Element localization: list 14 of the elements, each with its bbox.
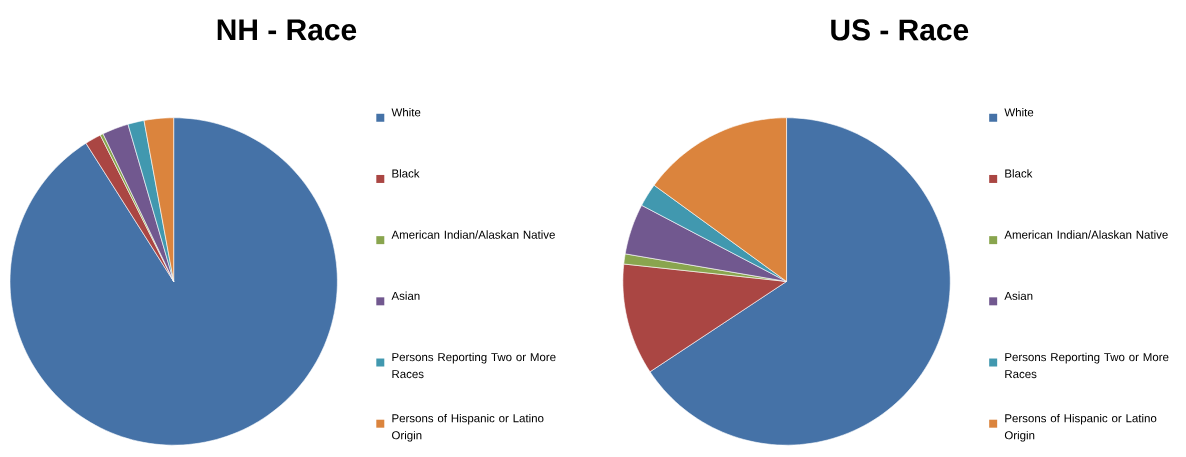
legend-label: Asian xyxy=(391,291,420,300)
legend-label: Persons of Hispanic or Latino Origin xyxy=(392,413,544,442)
legend-label: Asian xyxy=(1004,291,1033,300)
chart-title: NH - Race xyxy=(217,19,357,41)
legend-label: Black xyxy=(392,169,420,178)
legend-label: Black xyxy=(1005,169,1033,178)
legend-label: Persons Reporting Two or More Races xyxy=(1005,352,1169,379)
chart-title: US - Race xyxy=(831,19,969,41)
legend-label: White xyxy=(391,107,421,117)
legend-label: American Indian/Alaskan Native xyxy=(1004,230,1168,239)
legend-label: Persons of Hispanic or Latino Origin xyxy=(1004,413,1157,442)
legend-label: American Indian/Alaskan Native xyxy=(391,230,555,239)
legend-label: Persons Reporting Two or More Races xyxy=(392,352,556,379)
legend-label: White xyxy=(1004,107,1034,117)
